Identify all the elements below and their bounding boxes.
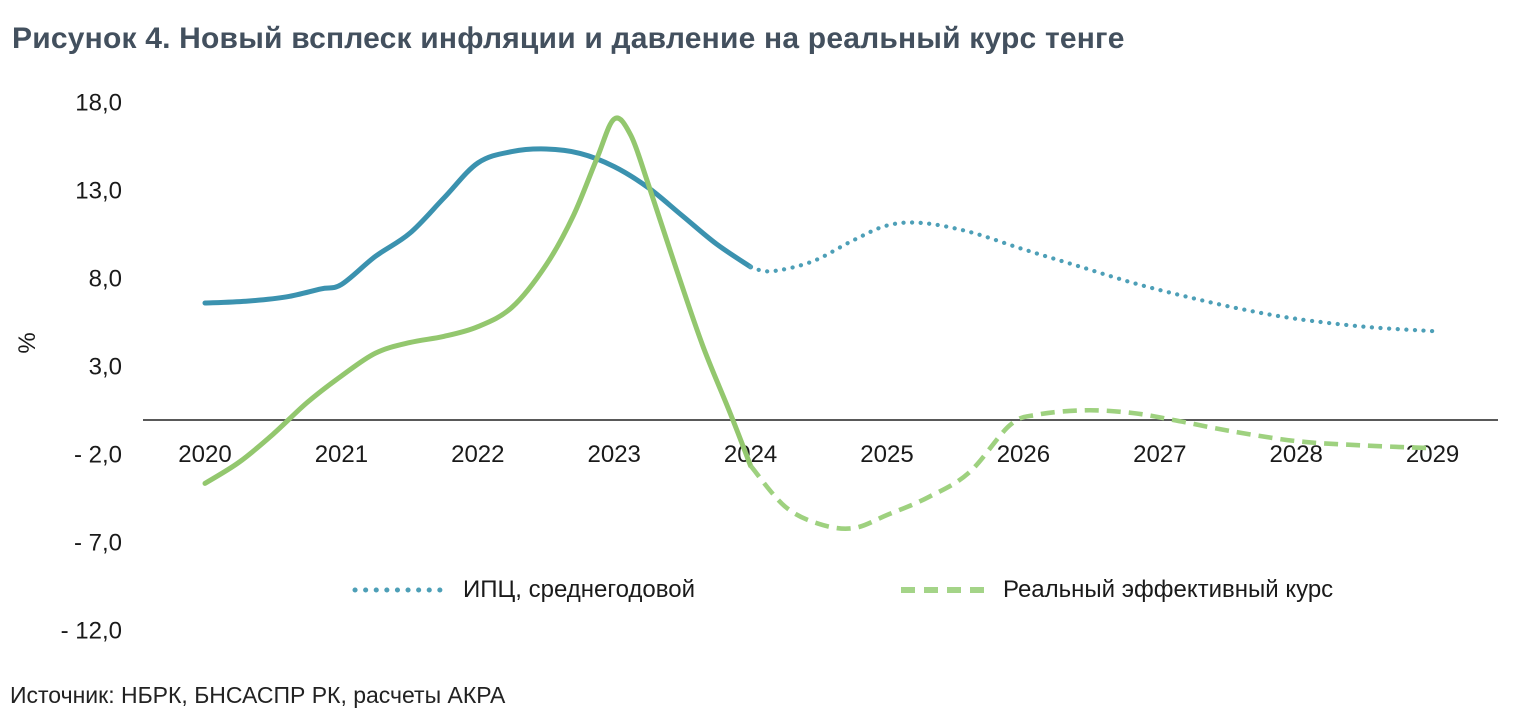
x-tick-label-2028: 2028 [1270, 441, 1323, 468]
legend-item-cpi: ИПЦ, среднегодовой [350, 576, 695, 603]
x-tick-label-2021: 2021 [315, 441, 368, 468]
y-axis-title: % [14, 332, 41, 353]
series-reer-forecast [748, 407, 1433, 531]
y-tick-label-8: 8,0 [89, 266, 122, 293]
x-tick-label-2023: 2023 [588, 441, 641, 468]
legend-label-cpi: ИПЦ, среднегодовой [463, 576, 695, 603]
y-tick-label--2: - 2,0 [74, 442, 122, 469]
source-note: Источник: НБРК, БНСАСПР РК, расчеты АКРА [10, 682, 506, 708]
figure-title: Рисунок 4. Новый всплеск инфляции и давл… [12, 22, 1125, 55]
y-tick-label--7: - 7,0 [74, 530, 122, 557]
x-tick-label-2022: 2022 [451, 441, 504, 468]
x-tick-label-2020: 2020 [178, 441, 231, 468]
legend-item-reer: Реальный эффективный курс [900, 576, 1334, 603]
x-tick-label-2027: 2027 [1133, 441, 1186, 468]
y-tick-label-3: 3,0 [89, 354, 122, 381]
x-tick-label-2029: 2029 [1406, 441, 1459, 468]
y-tick-label-18: 18,0 [75, 90, 122, 117]
series-cpi-forecast [748, 220, 1435, 334]
x-tick-label-2025: 2025 [860, 441, 913, 468]
reer-dashed-line-sample [901, 587, 989, 593]
series-reer-actual [202, 115, 754, 486]
y-tick-label--12: - 12,0 [61, 618, 122, 645]
y-tick-label-13: 13,0 [75, 178, 122, 205]
series-cpi-actual [202, 146, 754, 306]
legend-label-reer: Реальный эффективный курс [1003, 576, 1334, 603]
x-tick-label-2026: 2026 [997, 441, 1050, 468]
cpi-dotted-line-sample [352, 587, 448, 593]
